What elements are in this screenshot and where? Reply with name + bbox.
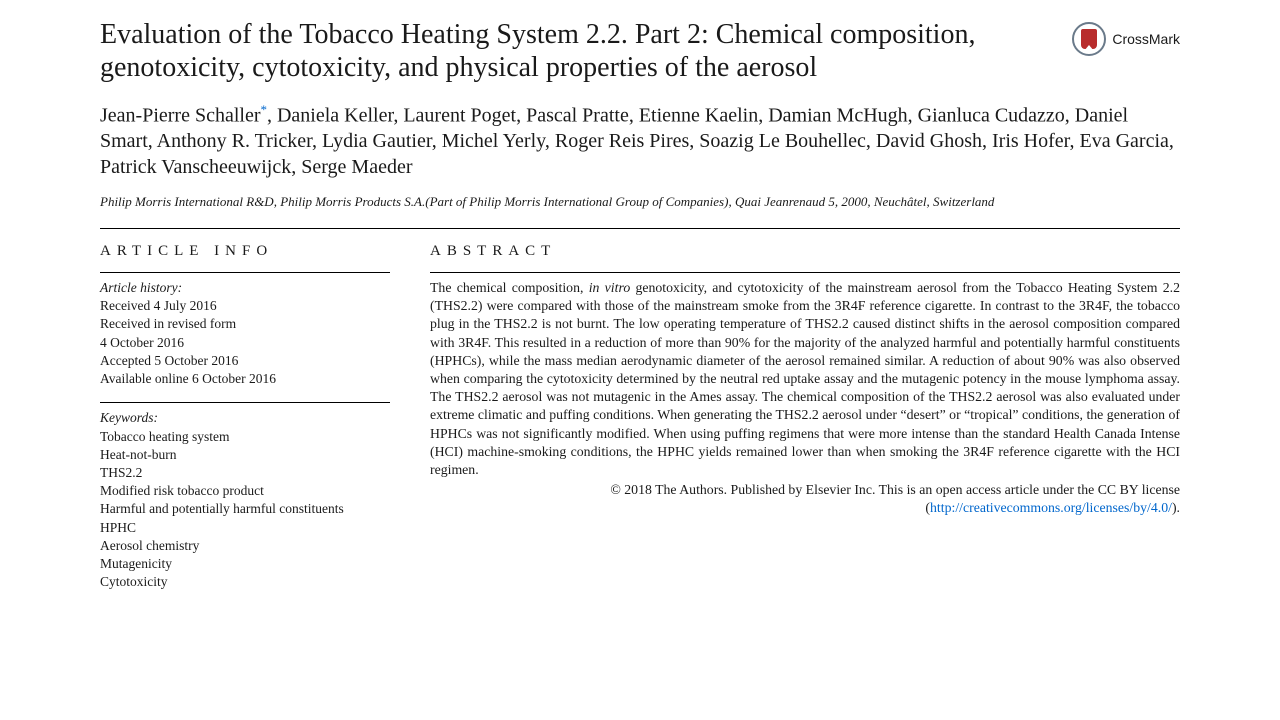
history-accepted: Accepted 5 October 2016 <box>100 352 390 370</box>
keyword: THS2.2 <box>100 464 390 482</box>
keywords-label: Keywords: <box>100 409 390 427</box>
keyword: Tobacco heating system <box>100 428 390 446</box>
abstract-post: genotoxicity, and cytotoxicity of the ma… <box>430 280 1180 477</box>
author-lead: Jean-Pierre Schaller <box>100 105 260 127</box>
history-label: Article history: <box>100 279 390 297</box>
abstract-italic: in vitro <box>589 280 631 295</box>
keyword: Modified risk tobacco product <box>100 482 390 500</box>
history-online: Available online 6 October 2016 <box>100 370 390 388</box>
history-revised-line2: 4 October 2016 <box>100 334 390 352</box>
abstract-text: The chemical composition, in vitro genot… <box>430 272 1180 518</box>
affiliation: Philip Morris International R&D, Philip … <box>100 193 1180 211</box>
keywords-block: Keywords: Tobacco heating system Heat-no… <box>100 402 390 591</box>
abstract-pre: The chemical composition, <box>430 280 589 295</box>
article-title: Evaluation of the Tobacco Heating System… <box>100 18 1052 84</box>
crossmark-badge[interactable]: CrossMark <box>1072 22 1180 56</box>
keyword: Heat-not-burn <box>100 446 390 464</box>
keyword: Mutagenicity <box>100 555 390 573</box>
abstract-heading: ABSTRACT <box>430 243 1180 260</box>
authors-list: Jean-Pierre Schaller*, Daniela Keller, L… <box>100 102 1180 180</box>
copyright-text: © 2018 The Authors. Published by Elsevie… <box>610 482 1180 497</box>
license-link[interactable]: http://creativecommons.org/licenses/by/4… <box>930 500 1172 515</box>
article-history: Article history: Received 4 July 2016 Re… <box>100 272 390 388</box>
keyword: HPHC <box>100 519 390 537</box>
article-info-heading: ARTICLE INFO <box>100 243 390 260</box>
crossmark-label: CrossMark <box>1112 31 1180 47</box>
crossmark-icon <box>1072 22 1106 56</box>
copyright-line: © 2018 The Authors. Published by Elsevie… <box>430 481 1180 517</box>
keyword: Aerosol chemistry <box>100 537 390 555</box>
history-revised-line1: Received in revised form <box>100 315 390 333</box>
keyword: Harmful and potentially harmful constitu… <box>100 500 390 518</box>
license-close: ). <box>1172 500 1180 515</box>
history-received: Received 4 July 2016 <box>100 297 390 315</box>
keyword: Cytotoxicity <box>100 573 390 591</box>
top-divider <box>100 228 1180 229</box>
